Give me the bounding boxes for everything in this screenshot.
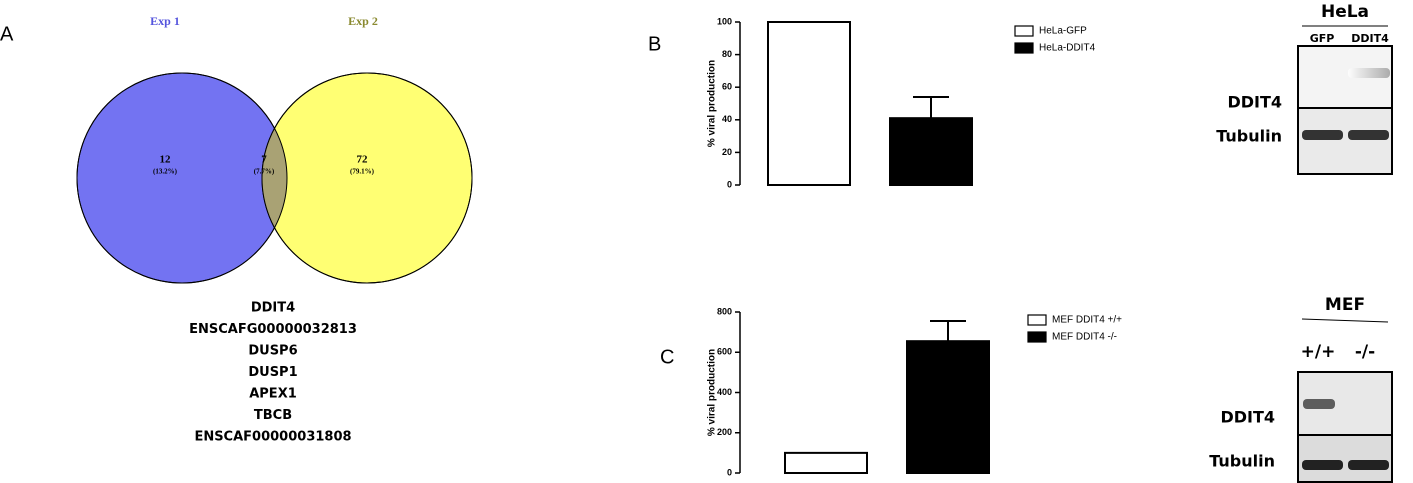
gene-name: TBCB <box>254 408 292 423</box>
bar <box>906 340 990 474</box>
region-percent: (13.2%) <box>153 168 178 176</box>
legend-label: HeLa-DDIT4 <box>1039 43 1096 54</box>
blot-band <box>1303 399 1335 409</box>
blot-band <box>1348 68 1390 78</box>
gene-name: DUSP1 <box>248 365 297 380</box>
gene-name: APEX1 <box>249 387 297 402</box>
error-bar <box>913 95 949 119</box>
y-tick-label: 0 <box>727 179 732 189</box>
set-label: Exp 2 <box>348 14 378 28</box>
set-label: Exp 1 <box>150 14 180 28</box>
y-tick-label: 0 <box>727 467 732 477</box>
set-circle <box>76 72 288 284</box>
panel-label: B <box>648 33 661 55</box>
region-percent: (7.7%) <box>254 168 275 176</box>
y-axis-label: % viral production <box>707 60 718 147</box>
lane-label: +/+ <box>1301 342 1336 362</box>
row-label: DDIT4 <box>1220 408 1275 427</box>
blot-panel <box>1297 434 1393 483</box>
set-circle <box>261 72 473 284</box>
legend-swatch <box>1014 42 1034 54</box>
legend-label: MEF DDIT4 +/+ <box>1052 315 1122 326</box>
legend-swatch <box>1027 314 1047 326</box>
gene-name: ENSCAF00000031808 <box>194 430 351 445</box>
blot-band <box>1302 460 1343 470</box>
bar <box>889 117 973 186</box>
lane-label: -/- <box>1355 342 1375 362</box>
y-tick-label: 100 <box>717 16 732 26</box>
blot-title: HeLa <box>1321 2 1369 22</box>
set-outline <box>261 72 473 284</box>
y-tick-label: 80 <box>722 49 732 59</box>
row-label: Tubulin <box>1216 127 1282 146</box>
row-label: DDIT4 <box>1227 93 1282 112</box>
blot-band <box>1348 460 1389 470</box>
y-tick-label: 400 <box>717 387 732 397</box>
y-tick-label: 800 <box>717 306 732 316</box>
row-label: Tubulin <box>1209 452 1275 471</box>
region-count: 12 <box>160 154 172 166</box>
y-tick-label: 60 <box>722 82 732 92</box>
gene-name: ENSCAFG00000032813 <box>189 322 357 337</box>
error-bar <box>930 320 966 342</box>
panel-label: C <box>660 346 674 368</box>
region-percent: (79.1%) <box>350 168 375 176</box>
legend-swatch <box>1027 331 1047 343</box>
legend-label: HeLa-GFP <box>1039 26 1087 37</box>
bar <box>767 21 851 186</box>
y-tick-label: 600 <box>717 347 732 357</box>
region-count: 7 <box>261 154 267 166</box>
panel-label: A <box>0 23 14 45</box>
lane-label: DDIT4 <box>1351 32 1389 45</box>
blot-panel <box>1297 107 1393 175</box>
set-outline <box>76 72 288 284</box>
bar <box>784 451 868 474</box>
gene-name: DUSP6 <box>248 344 297 359</box>
blot-band <box>1348 130 1389 140</box>
blot-title: MEF <box>1325 295 1365 315</box>
blot-band <box>1302 130 1343 140</box>
y-tick-label: 20 <box>722 147 732 157</box>
lane-label: GFP <box>1310 32 1335 45</box>
y-tick-label: 40 <box>722 114 732 124</box>
y-tick-label: 200 <box>717 427 732 437</box>
legend-label: MEF DDIT4 -/- <box>1052 332 1117 343</box>
region-count: 72 <box>357 154 369 166</box>
legend-swatch <box>1014 25 1034 37</box>
title-underline <box>1301 318 1389 323</box>
y-axis-label: % viral production <box>707 349 718 436</box>
gene-name: DDIT4 <box>251 301 295 316</box>
